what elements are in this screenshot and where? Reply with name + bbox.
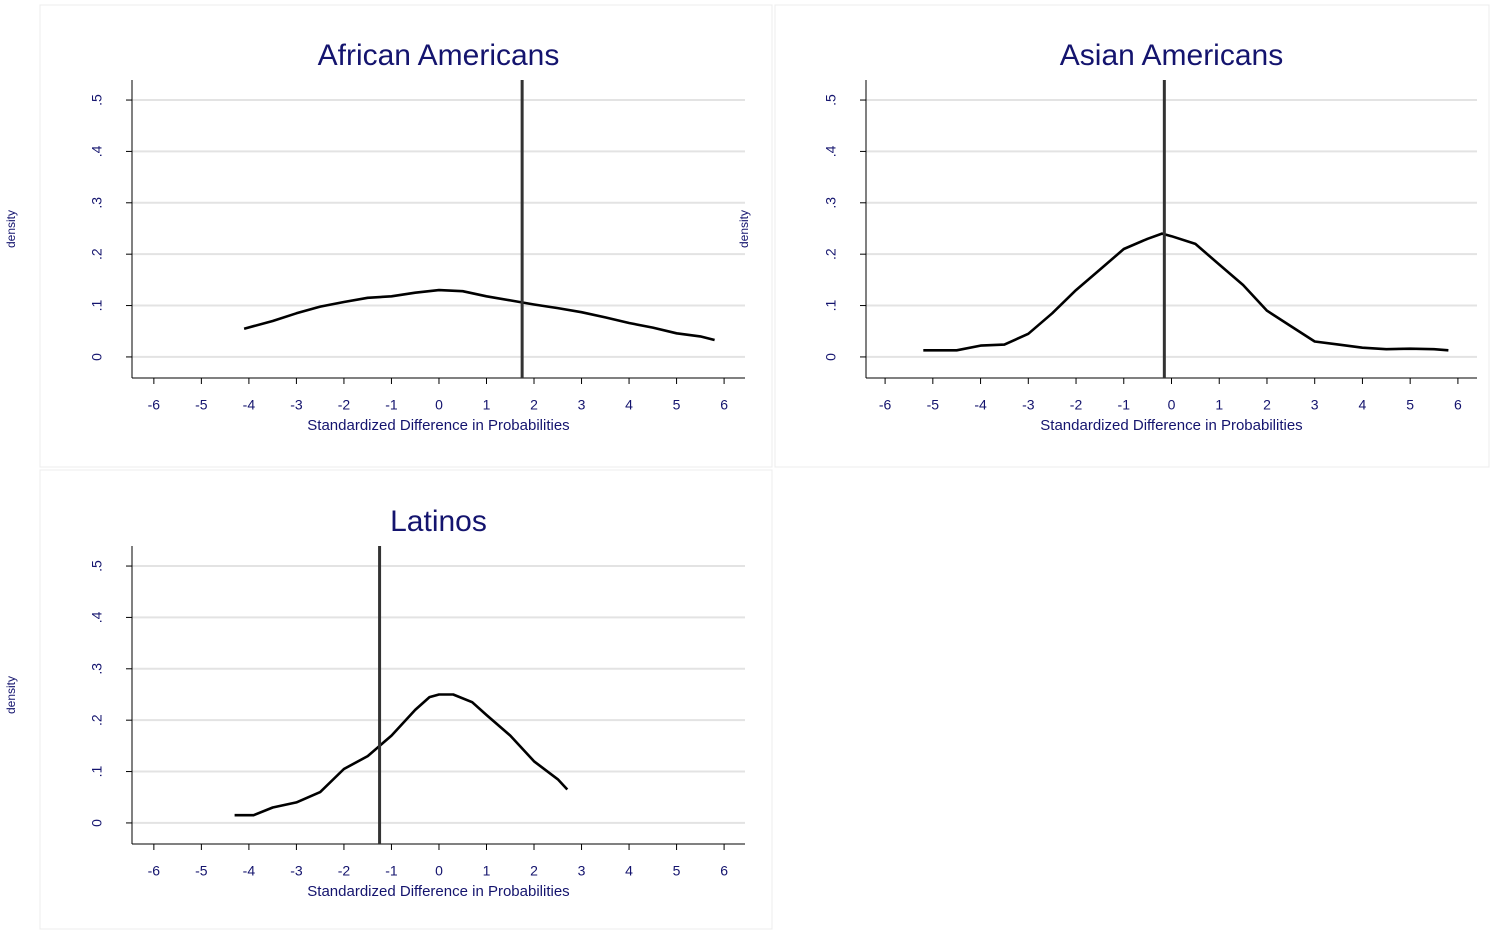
x-tick-label: -6 [879, 397, 892, 413]
x-axis-label: Standardized Difference in Probabilities [1040, 417, 1302, 434]
x-tick-label: 1 [483, 397, 491, 413]
x-tick-label: -4 [243, 863, 256, 879]
y-tick-label: .4 [89, 611, 105, 623]
y-tick-label: .5 [89, 560, 105, 572]
x-tick-label: -4 [974, 397, 987, 413]
x-tick-label: 4 [625, 863, 633, 879]
y-tick-label: .3 [89, 197, 105, 209]
x-tick-label: 3 [578, 863, 586, 879]
y-axis-label: density [4, 676, 18, 714]
y-tick-label: .4 [823, 145, 839, 157]
density-line [243, 288, 715, 342]
x-tick-label: -2 [1070, 397, 1083, 413]
panel-frame [774, 4, 1490, 468]
y-tick-label: .1 [89, 766, 105, 778]
y-tick-label: .2 [823, 248, 839, 260]
y-tick-label: .5 [89, 94, 105, 106]
y-tick-label: .4 [89, 145, 105, 157]
x-tick-label: 6 [720, 863, 728, 879]
y-axis-label: density [4, 210, 18, 248]
x-axis-label: Standardized Difference in Probabilities [307, 417, 569, 434]
chart-title: Asian Americans [1060, 39, 1283, 72]
x-tick-label: -3 [290, 863, 303, 879]
x-tick-label: -6 [148, 397, 161, 413]
x-tick-label: -1 [1118, 397, 1131, 413]
y-tick-label: .2 [89, 714, 105, 726]
x-tick-label: -5 [195, 397, 208, 413]
density-line [923, 232, 1449, 352]
density-line [234, 693, 569, 817]
y-tick-label: 0 [823, 353, 839, 361]
x-tick-label: -1 [385, 863, 398, 879]
x-tick-label: 0 [435, 397, 443, 413]
x-tick-label: -3 [290, 397, 303, 413]
x-tick-label: -4 [243, 397, 256, 413]
x-tick-label: 0 [435, 863, 443, 879]
x-tick-label: -2 [338, 863, 351, 879]
x-tick-label: 2 [530, 863, 538, 879]
x-tick-label: 3 [1311, 397, 1319, 413]
x-tick-label: 5 [673, 397, 681, 413]
y-tick-label: 0 [89, 819, 105, 827]
y-tick-label: .1 [823, 300, 839, 312]
chart-title: African Americans [318, 39, 560, 72]
x-tick-label: 2 [1263, 397, 1271, 413]
y-tick-label: 0 [89, 353, 105, 361]
x-tick-label: 1 [483, 863, 491, 879]
x-tick-label: 2 [530, 397, 538, 413]
x-tick-label: 5 [1406, 397, 1414, 413]
x-tick-label: 0 [1168, 397, 1176, 413]
chart-title: Latinos [390, 505, 487, 538]
x-axis-label: Standardized Difference in Probabilities [307, 883, 569, 900]
x-tick-label: 3 [578, 397, 586, 413]
x-tick-label: 6 [720, 397, 728, 413]
x-tick-label: 1 [1215, 397, 1223, 413]
y-tick-label: .2 [89, 248, 105, 260]
x-tick-label: -2 [338, 397, 351, 413]
x-tick-label: -5 [195, 863, 208, 879]
y-tick-label: .3 [823, 197, 839, 209]
panel-frame [39, 4, 773, 468]
x-tick-label: -3 [1022, 397, 1035, 413]
x-tick-label: 4 [625, 397, 633, 413]
x-tick-label: -1 [385, 397, 398, 413]
panel-frame [39, 469, 773, 930]
x-tick-label: 5 [673, 863, 681, 879]
x-tick-label: -6 [148, 863, 161, 879]
y-tick-label: .5 [823, 94, 839, 106]
x-tick-label: 4 [1359, 397, 1367, 413]
y-tick-label: .3 [89, 663, 105, 675]
y-tick-label: .1 [89, 300, 105, 312]
y-axis-label: density [737, 210, 751, 248]
x-tick-label: 6 [1454, 397, 1462, 413]
x-tick-label: -5 [927, 397, 940, 413]
